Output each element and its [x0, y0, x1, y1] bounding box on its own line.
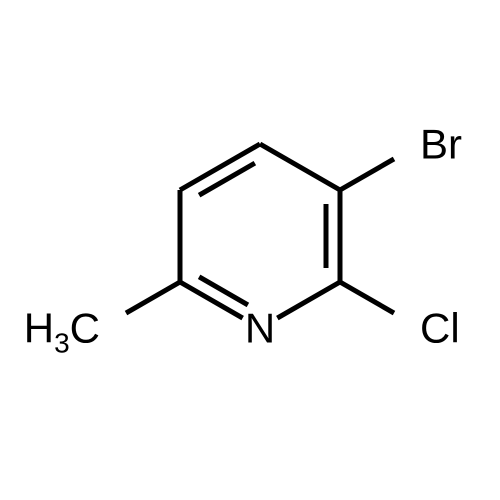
substituent-Br: Br: [420, 121, 462, 168]
atom-N: N: [245, 305, 275, 352]
background: [0, 0, 500, 500]
molecule-canvas: NClBrH3C: [0, 0, 500, 500]
substituent-Cl: Cl: [420, 305, 460, 352]
